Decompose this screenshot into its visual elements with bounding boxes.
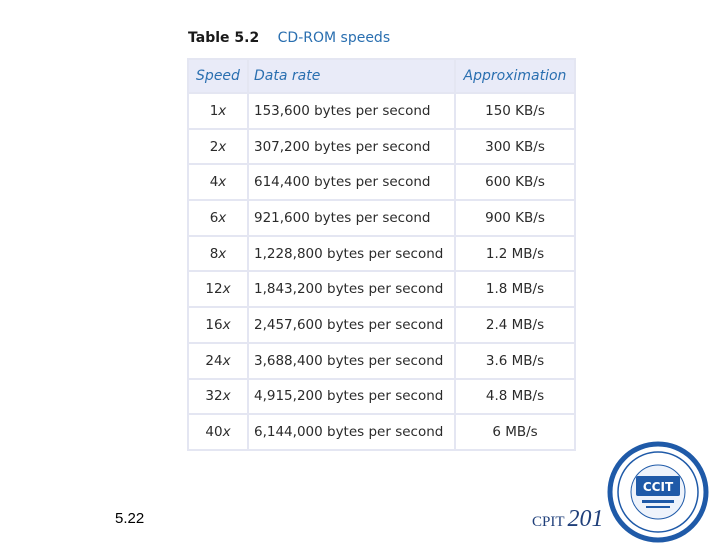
speed-value: 8: [209, 245, 219, 262]
table-row: 12x 1,843,200 bytes per second 1.8 MB/s: [187, 270, 576, 309]
speed-multiplier: x: [222, 388, 231, 405]
speed-multiplier: x: [218, 138, 227, 155]
cdrom-speeds-table: Speed Data rate Approximation 1x 153,600 …: [187, 58, 576, 451]
speed-cell: 2x: [187, 127, 249, 166]
speed-multiplier: x: [222, 316, 231, 333]
header-data-rate: Data rate: [247, 58, 456, 94]
course-prefix: CPIT: [532, 514, 565, 530]
approximation-cell: 6 MB/s: [454, 413, 576, 451]
approximation-cell: 3.6 MB/s: [454, 341, 576, 380]
data-rate-cell: 614,400 bytes per second: [247, 163, 456, 202]
course-code: CPIT 201: [532, 506, 604, 533]
table-header-row: Speed Data rate Approximation: [187, 58, 576, 94]
speed-value: 24: [205, 352, 223, 369]
speed-value: 2: [209, 138, 219, 155]
speed-multiplier: x: [222, 352, 231, 369]
header-speed: Speed: [187, 58, 249, 94]
approximation-cell: 900 KB/s: [454, 199, 576, 237]
speed-cell: 24x: [187, 341, 249, 380]
approximation-cell: 600 KB/s: [454, 163, 576, 202]
speed-cell: 40x: [187, 413, 249, 451]
speed-multiplier: x: [218, 245, 227, 262]
header-approximation: Approximation: [454, 58, 576, 94]
data-rate-cell: 153,600 bytes per second: [247, 92, 456, 130]
speed-value: 12: [205, 281, 223, 298]
speed-cell: 32x: [187, 377, 249, 416]
speed-cell: 6x: [187, 199, 249, 237]
approximation-cell: 1.8 MB/s: [454, 270, 576, 309]
table-row: 2x 307,200 bytes per second 300 KB/s: [187, 127, 576, 166]
table-row: 24x 3,688,400 bytes per second 3.6 MB/s: [187, 341, 576, 380]
speed-multiplier: x: [218, 209, 227, 226]
approximation-cell: 150 KB/s: [454, 92, 576, 130]
speed-value: 40: [205, 424, 223, 441]
speed-multiplier: x: [222, 424, 231, 441]
data-rate-cell: 921,600 bytes per second: [247, 199, 456, 237]
table-row: 1x 153,600 bytes per second 150 KB/s: [187, 92, 576, 130]
course-number: 201: [567, 506, 604, 532]
approximation-cell: 1.2 MB/s: [454, 234, 576, 273]
data-rate-cell: 4,915,200 bytes per second: [247, 377, 456, 416]
table-row: 32x 4,915,200 bytes per second 4.8 MB/s: [187, 377, 576, 416]
table-row: 40x 6,144,000 bytes per second 6 MB/s: [187, 413, 576, 451]
speed-cell: 8x: [187, 234, 249, 273]
speed-cell: 4x: [187, 163, 249, 202]
speed-value: 6: [209, 209, 219, 226]
table-caption: Table 5.2 CD-ROM speeds: [188, 30, 390, 46]
speed-cell: 16x: [187, 306, 249, 344]
approximation-cell: 300 KB/s: [454, 127, 576, 166]
approximation-cell: 4.8 MB/s: [454, 377, 576, 416]
speed-multiplier: x: [218, 174, 227, 191]
data-rate-cell: 2,457,600 bytes per second: [247, 306, 456, 344]
slide-number: 5.22: [115, 510, 145, 527]
data-rate-cell: 1,228,800 bytes per second: [247, 234, 456, 273]
speed-value: 1: [209, 102, 219, 119]
speed-multiplier: x: [222, 281, 231, 298]
speed-value: 4: [209, 174, 219, 191]
approximation-cell: 2.4 MB/s: [454, 306, 576, 344]
table-row: 8x 1,228,800 bytes per second 1.2 MB/s: [187, 234, 576, 273]
table-row: 6x 921,600 bytes per second 900 KB/s: [187, 199, 576, 237]
speed-value: 32: [205, 388, 223, 405]
logo-text: CCIT: [643, 480, 674, 494]
table-title: CD-ROM speeds: [277, 30, 391, 46]
table-number: Table 5.2: [188, 30, 260, 46]
table-row: 16x 2,457,600 bytes per second 2.4 MB/s: [187, 306, 576, 344]
university-seal-icon: CCIT: [607, 441, 709, 543]
data-rate-cell: 1,843,200 bytes per second: [247, 270, 456, 309]
data-rate-cell: 3,688,400 bytes per second: [247, 341, 456, 380]
speed-multiplier: x: [218, 102, 227, 119]
speed-value: 16: [205, 316, 223, 333]
speed-cell: 12x: [187, 270, 249, 309]
speed-cell: 1x: [187, 92, 249, 130]
data-rate-cell: 307,200 bytes per second: [247, 127, 456, 166]
data-rate-cell: 6,144,000 bytes per second: [247, 413, 456, 451]
table-row: 4x 614,400 bytes per second 600 KB/s: [187, 163, 576, 202]
